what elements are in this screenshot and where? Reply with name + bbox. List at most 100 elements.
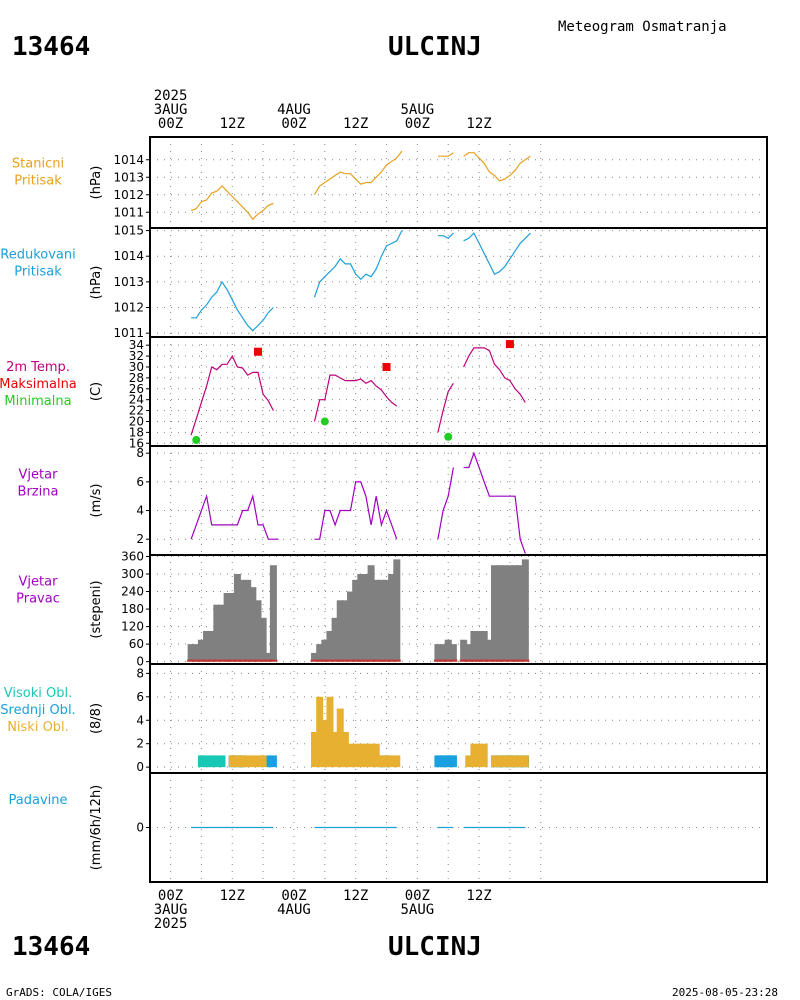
bar-clouds xyxy=(506,755,514,768)
bar-wind_direction xyxy=(336,600,344,662)
bar-wind_direction xyxy=(521,559,529,662)
bar-clouds xyxy=(228,755,236,768)
min-temp-marker xyxy=(320,417,329,426)
bar-wind_direction xyxy=(439,644,447,662)
time-label-top: 3AUG xyxy=(154,102,188,118)
bar-clouds xyxy=(465,755,473,768)
bar-clouds xyxy=(331,731,339,768)
time-label-bottom: 00Z xyxy=(405,888,430,904)
bar-clouds xyxy=(218,755,226,768)
y-tick-label: 0 xyxy=(136,655,144,669)
bar-wind_direction xyxy=(516,565,524,662)
bar-wind_direction xyxy=(444,639,452,662)
bar-clouds xyxy=(480,743,488,768)
bar-clouds xyxy=(490,755,498,768)
y-tick-label: 20 xyxy=(129,414,144,428)
panels-group: 1011101210131014(hPa)StanicniPritisak101… xyxy=(0,88,768,932)
panel-frame xyxy=(149,445,768,556)
bar-wind_direction xyxy=(383,579,391,662)
series-line-reduced_pressure xyxy=(191,280,274,332)
bar-wind_direction xyxy=(316,644,324,662)
bar-clouds xyxy=(470,743,478,768)
y-tick-label: 18 xyxy=(129,425,144,439)
bar-wind_direction xyxy=(501,565,509,662)
y-tick-label: 1014 xyxy=(113,249,144,263)
panel-station_pressure: 1011 1012 1013 1014 (hPa) Stanicni Pritisak xyxy=(12,136,768,229)
panel-label: 2m Temp. xyxy=(6,360,70,375)
series-line-reduced_pressure xyxy=(463,232,531,276)
time-label-bottom: 4AUG xyxy=(277,902,311,918)
bar-clouds xyxy=(213,755,221,768)
series-line-wind_speed xyxy=(314,481,398,540)
bar-clouds xyxy=(501,755,509,768)
bar-clouds xyxy=(475,743,483,768)
panel-frame xyxy=(149,227,768,338)
unit-label: (hPa) xyxy=(89,266,104,300)
series-line-temperature xyxy=(437,382,454,433)
y-tick-label: 4 xyxy=(136,713,144,727)
y-tick-label: 24 xyxy=(129,393,144,407)
bar-clouds xyxy=(264,755,272,768)
y-tick-label: 360 xyxy=(121,549,144,563)
bar-clouds xyxy=(372,743,380,768)
panel-label: Maksimalna xyxy=(0,377,77,392)
y-tick-label: 1011 xyxy=(113,326,144,340)
unit-label: (C) xyxy=(89,382,104,401)
series-line-reduced_pressure xyxy=(437,232,454,240)
bar-clouds xyxy=(449,755,457,768)
panel-label: Redukovani xyxy=(0,248,75,263)
y-tick-label: 30 xyxy=(129,360,144,374)
bar-wind_direction xyxy=(372,579,380,662)
bar-wind_direction xyxy=(465,644,473,662)
panel-label: Visoki Obl. xyxy=(4,686,72,701)
series-line-temperature xyxy=(463,347,526,403)
y-tick-label: 28 xyxy=(129,371,144,385)
y-tick-label: 1011 xyxy=(113,205,144,219)
series-line-station_pressure xyxy=(313,150,403,196)
bar-wind_direction xyxy=(341,600,349,662)
y-tick-label: 34 xyxy=(129,338,144,352)
station-id-top: 13464 xyxy=(12,32,90,62)
panel-wind_speed: 2 4 6 8 (m/s) Vjetar Brzina xyxy=(18,445,768,556)
bar-clouds xyxy=(352,743,360,768)
bar-clouds xyxy=(439,755,447,768)
bar-clouds xyxy=(321,720,329,768)
y-tick-label: 0 xyxy=(136,821,144,835)
panel-frame xyxy=(149,336,768,447)
bar-wind_direction xyxy=(218,604,226,662)
bar-clouds xyxy=(341,731,349,768)
y-tick-label: 0 xyxy=(136,760,144,774)
y-tick-label: 1012 xyxy=(113,301,144,315)
bar-wind_direction xyxy=(388,573,396,662)
panel-label: Padavine xyxy=(9,793,68,808)
series-line-wind_speed xyxy=(190,493,279,540)
max-temp-marker xyxy=(382,362,391,371)
bar-wind_direction xyxy=(264,652,272,662)
bar-wind_direction xyxy=(331,617,339,662)
y-tick-label: 6 xyxy=(136,475,144,489)
bar-clouds xyxy=(393,755,401,768)
y-tick-label: 1013 xyxy=(113,275,144,289)
bar-wind_direction xyxy=(326,630,334,662)
bar-clouds xyxy=(516,755,524,768)
unit-label: (8/8) xyxy=(89,703,104,734)
y-tick-label: 2 xyxy=(136,737,144,751)
panel-precipitation: 0 (mm/6h/12h) Padavine xyxy=(9,772,768,883)
bar-clouds xyxy=(377,755,385,768)
time-label-top: 12Z xyxy=(220,116,245,132)
bar-clouds xyxy=(511,755,519,768)
station-name-bottom: ULCINJ xyxy=(388,932,482,962)
unit-label: (hPa) xyxy=(89,166,104,200)
time-label-bottom: 00Z xyxy=(158,888,183,904)
time-label-top: 00Z xyxy=(158,116,183,132)
bar-wind_direction xyxy=(367,565,375,662)
time-label-top: 00Z xyxy=(405,116,430,132)
time-label-top: 00Z xyxy=(281,116,306,132)
bar-clouds xyxy=(362,743,370,768)
bar-wind_direction xyxy=(254,600,262,662)
y-tick-label: 16 xyxy=(129,436,144,450)
panel-label: Stanicni xyxy=(12,157,64,172)
station-name-top: ULCINJ xyxy=(388,32,482,62)
bar-clouds xyxy=(336,708,344,768)
